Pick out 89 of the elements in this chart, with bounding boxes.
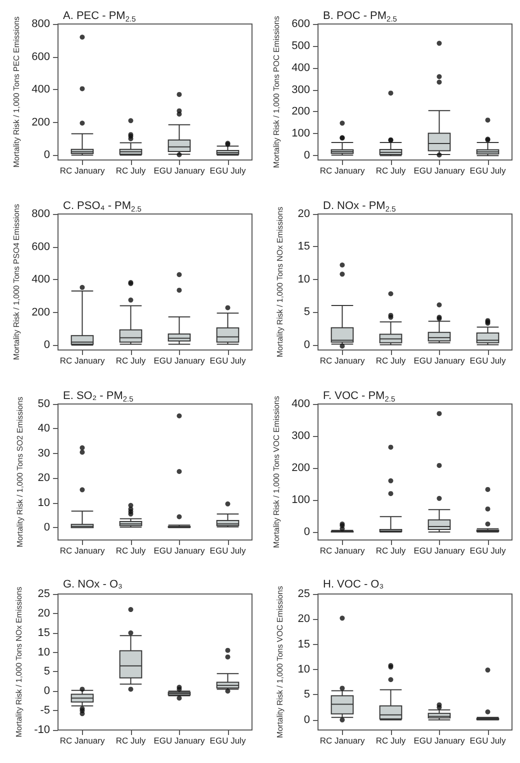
x-tick-label: RC July xyxy=(116,356,146,366)
y-tick-label: 25 xyxy=(38,588,50,600)
y-tick-label: 400 xyxy=(32,84,50,96)
y-tick-label: 0 xyxy=(44,149,50,162)
x-tick-label: EGU January xyxy=(414,166,466,176)
y-tick-label: 30 xyxy=(38,447,50,460)
y-tick-label: 100 xyxy=(292,494,310,506)
x-tick-label: RC January xyxy=(60,166,106,176)
y-tick-label: 600 xyxy=(32,240,50,253)
x-tick-label: RC July xyxy=(376,546,406,556)
y-axis-title: Mortality Risk / 1,000 Tons VOC Emissions xyxy=(276,586,284,738)
y-tick-label: 400 xyxy=(292,398,310,410)
y-tick-label: 20 xyxy=(298,613,310,626)
x-tick-label: EGU July xyxy=(210,546,246,556)
x-tick-label: RC January xyxy=(320,546,366,556)
y-tick-label: 300 xyxy=(292,430,310,442)
y-tick-label: 0 xyxy=(304,338,310,351)
y-tick-label: 10 xyxy=(298,273,310,286)
x-tick-label: EGU January xyxy=(414,736,466,746)
x-tick-label: EGU January xyxy=(154,546,206,556)
y-tick-label: -5 xyxy=(40,704,50,717)
y-tick-label: 200 xyxy=(292,462,310,474)
y-tick-label: 300 xyxy=(292,84,310,96)
y-tick-label: 0 xyxy=(304,714,310,726)
y-tick-label: 20 xyxy=(38,607,50,620)
y-tick-label: 15 xyxy=(298,240,310,253)
x-tick-label: RC January xyxy=(60,546,106,556)
x-tick-label: RC July xyxy=(116,166,146,176)
y-tick-label: 600 xyxy=(292,18,310,30)
y-tick-label: 100 xyxy=(292,128,310,140)
y-tick-label: 400 xyxy=(32,274,50,286)
y-tick-label: 800 xyxy=(32,18,50,30)
x-tick-label: RC January xyxy=(320,736,366,746)
y-tick-label: 20 xyxy=(298,208,310,220)
x-tick-label: EGU July xyxy=(470,166,506,176)
y-tick-label: 10 xyxy=(298,664,310,676)
y-tick-label: 0 xyxy=(44,339,50,352)
y-tick-label: 20 xyxy=(38,472,50,484)
y-axis-title: Mortality Risk / 1,000 Tons NOx Emissions xyxy=(276,206,284,358)
y-tick-label: 600 xyxy=(32,50,50,63)
x-tick-label: RC July xyxy=(376,736,406,746)
x-tick-label: EGU July xyxy=(210,356,246,366)
x-tick-label: EGU January xyxy=(154,166,206,176)
x-tick-label: EGU July xyxy=(470,356,506,366)
y-tick-label: 0 xyxy=(44,522,50,534)
x-tick-label: RC July xyxy=(116,546,146,556)
x-tick-label: EGU July xyxy=(470,546,506,556)
y-axis-title: Mortality Risk / 1,000 Tons VOC Emissions xyxy=(272,396,282,548)
y-tick-label: 10 xyxy=(38,496,50,509)
y-tick-label: 500 xyxy=(292,40,310,52)
x-tick-label: EGU January xyxy=(414,356,466,366)
x-tick-label: EGU January xyxy=(414,546,466,556)
y-tick-label: 0 xyxy=(44,685,50,698)
x-tick-label: RC January xyxy=(320,166,366,176)
x-tick-label: RC January xyxy=(60,736,106,746)
x-tick-label: EGU July xyxy=(210,736,246,746)
y-tick-label: 10 xyxy=(38,646,50,658)
chart-title: G. NOx - O₃ xyxy=(63,578,122,590)
y-tick-label: -10 xyxy=(34,724,50,736)
x-tick-label: EGU January xyxy=(154,736,206,746)
x-tick-label: RC January xyxy=(60,356,106,366)
y-axis-title: Mortality Risk / 1,000 Tons PEC Emissions xyxy=(12,16,22,168)
y-tick-label: 15 xyxy=(38,626,50,639)
y-tick-label: 400 xyxy=(292,62,310,74)
y-tick-label: 0 xyxy=(304,526,310,538)
y-tick-label: 50 xyxy=(38,398,50,410)
y-tick-label: 200 xyxy=(32,116,50,128)
x-tick-label: EGU July xyxy=(470,736,506,746)
x-tick-label: RC July xyxy=(376,356,406,366)
y-axis-title: Mortality Risk / 1,000 Tons SO2 Emissions xyxy=(16,396,24,548)
y-tick-label: 5 xyxy=(304,688,310,701)
y-tick-label: 200 xyxy=(32,306,50,318)
x-tick-label: EGU January xyxy=(154,356,206,366)
y-tick-label: 200 xyxy=(292,106,310,118)
y-tick-label: 5 xyxy=(304,306,310,318)
x-tick-label: EGU July xyxy=(210,166,246,176)
y-tick-label: 800 xyxy=(32,208,50,220)
x-tick-label: RC July xyxy=(116,736,146,746)
y-tick-label: 5 xyxy=(44,666,50,678)
y-axis-title: Mortality Risk / 1,000 Tons POC Emissions xyxy=(272,16,282,168)
y-tick-label: 15 xyxy=(298,638,310,650)
x-tick-label: RC January xyxy=(320,356,366,366)
x-tick-label: RC July xyxy=(376,166,406,176)
y-tick-label: 40 xyxy=(38,422,50,435)
y-axis-title: Mortality Risk / 1,000 Tons PSO4 Emissions xyxy=(12,204,22,360)
y-tick-label: 0 xyxy=(304,150,310,162)
y-axis-title: Mortality Risk / 1,000 Tons NOx Emissions xyxy=(14,586,24,738)
y-tick-label: 25 xyxy=(298,588,310,600)
chart-title: H. VOC - O₃ xyxy=(323,578,384,590)
